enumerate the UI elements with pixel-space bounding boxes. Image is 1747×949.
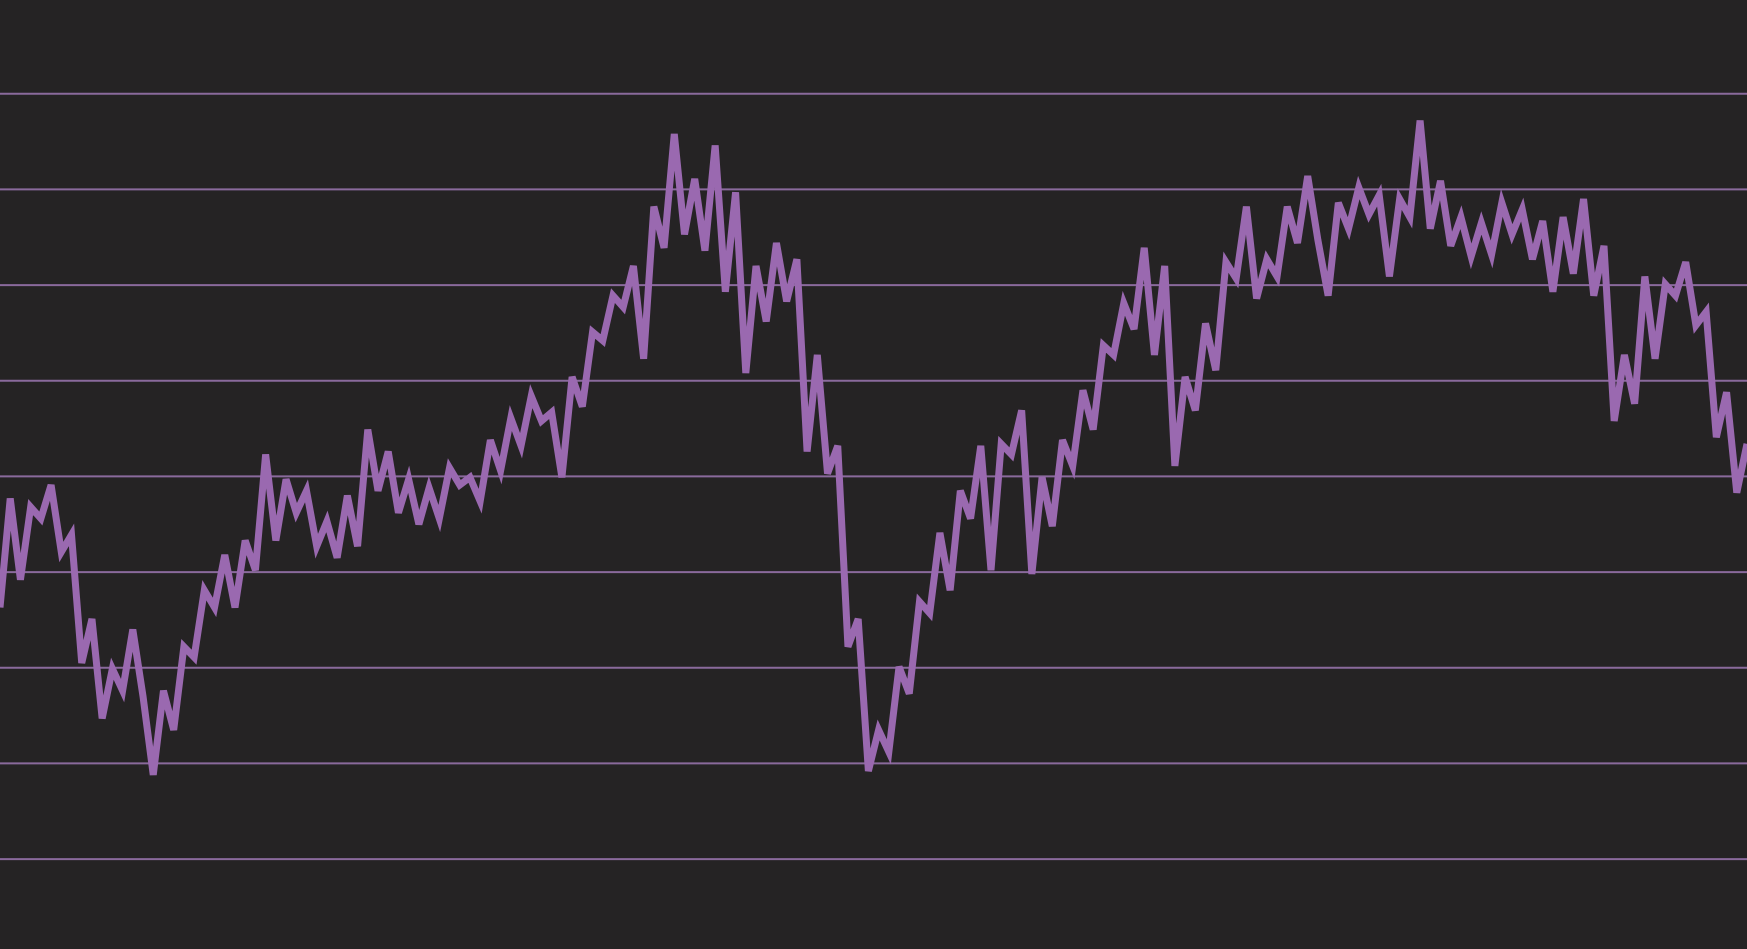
data-line	[0, 120, 1747, 776]
